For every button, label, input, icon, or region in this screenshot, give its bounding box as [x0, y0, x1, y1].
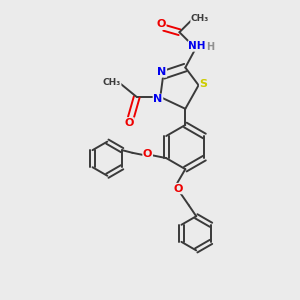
- Text: N: N: [157, 67, 167, 77]
- Text: H: H: [206, 42, 214, 52]
- Text: O: O: [125, 118, 134, 128]
- Text: CH₃: CH₃: [191, 14, 209, 23]
- Text: N: N: [153, 94, 163, 104]
- Text: O: O: [174, 184, 183, 194]
- Text: O: O: [143, 149, 152, 159]
- Text: O: O: [157, 19, 166, 29]
- Text: CH₃: CH₃: [103, 78, 121, 87]
- Text: NH: NH: [188, 41, 206, 51]
- Text: S: S: [200, 79, 208, 89]
